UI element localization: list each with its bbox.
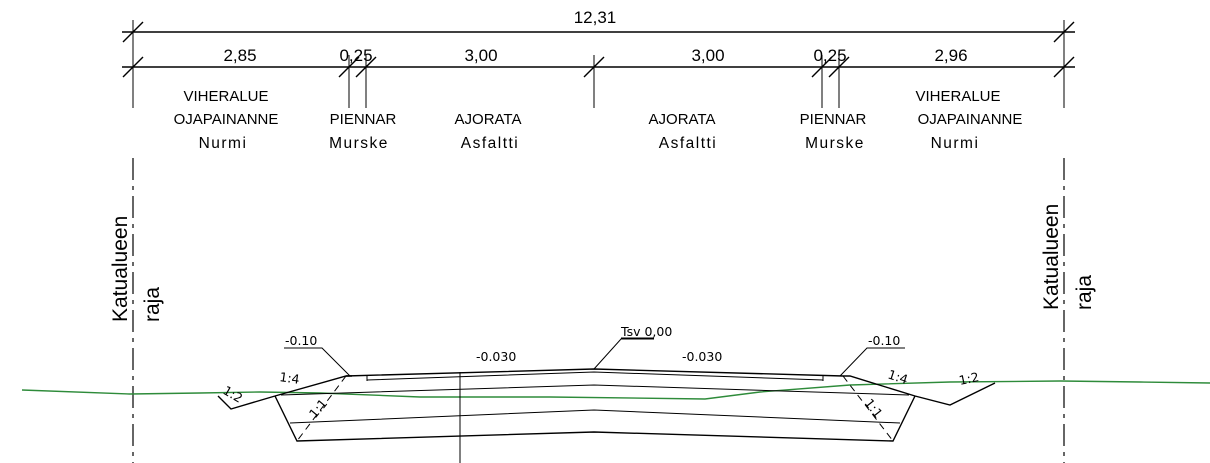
zone-right-green-line3: Nurmi bbox=[931, 135, 980, 152]
left-edge-level-leader bbox=[284, 347, 351, 377]
dimension-tick bbox=[1053, 56, 1075, 78]
zone-left-shoulder-line2: Murske bbox=[329, 135, 389, 152]
dimension-tick bbox=[583, 56, 605, 78]
right-fill-slope-label: 1:4 bbox=[886, 367, 910, 387]
right-edge-level-label: -0.10 bbox=[868, 333, 900, 348]
dimension-tick bbox=[828, 56, 850, 78]
dimension-tick bbox=[355, 56, 377, 78]
center-level-label: Tsv 0,00 bbox=[620, 324, 672, 339]
zone-right-green-line1: VIHERALUE bbox=[915, 88, 1000, 105]
segment-width-label: 0,25 bbox=[339, 46, 372, 65]
zone-right-green-line2: OJAPAINANNE bbox=[918, 111, 1023, 128]
pavement-underside bbox=[366, 371, 824, 381]
right-fill-slope bbox=[843, 375, 916, 397]
right-edge-level-leader bbox=[839, 347, 905, 377]
left-boundary-label-line1: Katualueen bbox=[109, 216, 132, 322]
dimension-tick bbox=[1053, 21, 1075, 43]
zone-right-lane-line2: Asfaltti bbox=[659, 135, 718, 152]
subbase-layer-line bbox=[289, 409, 901, 424]
zone-left-green-line1: VIHERALUE bbox=[183, 88, 268, 105]
right-ditch bbox=[914, 382, 996, 406]
left-ditch bbox=[217, 395, 276, 410]
left-boundary-label-line2: raja bbox=[141, 287, 164, 322]
dimension-tick bbox=[122, 21, 144, 43]
dimension-tick bbox=[338, 56, 360, 78]
total-width-label: 12,31 bbox=[574, 8, 617, 27]
zone-labels: VIHERALUE OJAPAINANNE Nurmi PIENNAR Murs… bbox=[174, 88, 1023, 152]
zone-right-lane-line1: AJORATA bbox=[649, 111, 716, 128]
left-crossfall-label: -0.030 bbox=[476, 349, 516, 364]
left-fill-slope-label: 1:4 bbox=[279, 369, 301, 387]
dimension-lines bbox=[122, 20, 1075, 108]
zone-left-lane-line2: Asfaltti bbox=[461, 135, 520, 152]
zone-left-lane-line1: AJORATA bbox=[455, 111, 522, 128]
center-level-leader bbox=[593, 338, 654, 370]
dimension-tick bbox=[122, 56, 144, 78]
zone-right-shoulder-line2: Murske bbox=[805, 135, 865, 152]
right-ditch-slope-label: 1:2 bbox=[958, 369, 981, 388]
road-section bbox=[217, 338, 996, 463]
right-inner-slope-label: 1:1 bbox=[862, 396, 886, 421]
left-inner-slope-label: 1:1 bbox=[306, 396, 330, 421]
segment-width-label: 2,85 bbox=[223, 46, 256, 65]
left-inner-slope-line bbox=[296, 375, 347, 442]
segment-width-label: 3,00 bbox=[464, 46, 497, 65]
zone-left-green-line2: OJAPAINANNE bbox=[174, 111, 279, 128]
existing-ground-line bbox=[21, 380, 1210, 400]
zone-left-shoulder-line1: PIENNAR bbox=[330, 111, 397, 128]
segment-width-label: 0,25 bbox=[813, 46, 846, 65]
zone-right-shoulder-line1: PIENNAR bbox=[800, 111, 867, 128]
right-crossfall-label: -0.030 bbox=[682, 349, 722, 364]
structure-bottom bbox=[274, 395, 916, 442]
segment-width-label: 3,00 bbox=[691, 46, 724, 65]
right-boundary-label-line1: Katualueen bbox=[1040, 204, 1063, 310]
right-inner-slope-line bbox=[842, 375, 894, 442]
zone-left-green-line3: Nurmi bbox=[199, 135, 248, 152]
dimension-tick bbox=[811, 56, 833, 78]
left-edge-level-label: -0.10 bbox=[285, 333, 317, 348]
right-boundary-label-line2: raja bbox=[1073, 275, 1096, 310]
base-layer-line bbox=[280, 384, 910, 396]
segment-width-label: 2,96 bbox=[934, 46, 967, 65]
